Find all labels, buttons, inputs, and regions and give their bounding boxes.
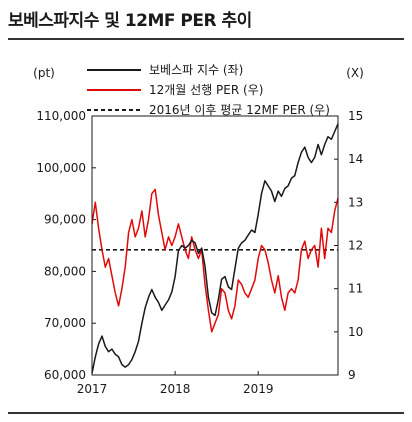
right-tick-label: 13 <box>348 195 363 209</box>
series-layer <box>91 123 339 374</box>
right-tick-label: 10 <box>348 325 363 339</box>
legend-label-average-per: 2016년 이후 평균 12MF PER (우) <box>149 103 330 117</box>
left-tick-label: 70,000 <box>44 316 86 330</box>
left-tick-label: 110,000 <box>36 109 86 123</box>
chart-title: 보베스파지수 및 12MF PER 추이 <box>8 11 252 31</box>
left-tick-label: 100,000 <box>36 161 86 175</box>
x-tick-label: 2019 <box>243 382 274 396</box>
x-axis-ticks: 2017 2018 2019 <box>77 371 274 396</box>
plot-area: 60,000 70,000 80,000 90,000 100,000 110,000 9… <box>36 109 363 396</box>
bottom-divider <box>8 412 404 414</box>
right-tick-label: 15 <box>348 109 363 123</box>
left-tick-label: 80,000 <box>44 264 86 278</box>
right-axis-ticks: 9 10 11 12 13 14 15 <box>334 109 363 382</box>
right-axis-unit: (X) <box>346 66 364 80</box>
left-tick-label: 90,000 <box>44 213 86 227</box>
series-line-bovespa <box>91 123 339 374</box>
legend: 보베스파 지수 (좌) 12개월 선행 PER (우) 2016년 이후 평균 … <box>87 63 330 117</box>
legend-label-forward-per: 12개월 선행 PER (우) <box>149 82 263 97</box>
right-tick-label: 12 <box>348 239 363 253</box>
left-axis-ticks: 60,000 70,000 80,000 90,000 100,000 110,000 <box>36 109 96 382</box>
x-tick-label: 2018 <box>160 382 191 396</box>
right-tick-label: 11 <box>348 282 363 296</box>
title-divider <box>8 38 404 40</box>
left-axis-unit: (pt) <box>33 66 55 80</box>
series-line-forward-per <box>91 188 339 333</box>
right-tick-label: 14 <box>348 152 363 166</box>
x-tick-label: 2017 <box>77 382 108 396</box>
right-tick-label: 9 <box>348 368 356 382</box>
left-tick-label: 60,000 <box>44 368 86 382</box>
plot-frame <box>91 115 339 376</box>
legend-label-bovespa: 보베스파 지수 (좌) <box>149 63 243 77</box>
